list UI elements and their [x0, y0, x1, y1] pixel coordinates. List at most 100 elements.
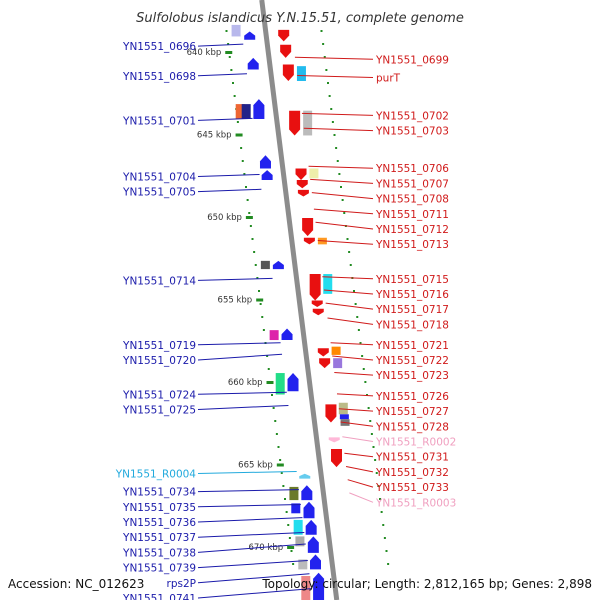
- track-dot-right: [382, 524, 385, 526]
- track-dot-left: [233, 95, 236, 97]
- track-dot-right: [370, 433, 373, 435]
- track-dot-left: [280, 472, 283, 474]
- gene-forward: [253, 99, 265, 119]
- track-dot-right: [356, 316, 359, 318]
- gene-reverse: [309, 274, 321, 301]
- leader-line-left: [197, 277, 273, 281]
- gene-label-left[interactable]: YN1551_0696: [122, 41, 196, 53]
- gene-reverse: [331, 346, 341, 355]
- ruler-tick-label: 650 kbp: [207, 213, 242, 223]
- gene-arrow: [295, 168, 307, 180]
- gene-label-right[interactable]: YN1551_0702: [375, 110, 449, 122]
- gene-label-left[interactable]: YN1551_0737: [122, 532, 196, 544]
- gene-arrow: [309, 554, 321, 570]
- gene-forward: [298, 559, 308, 570]
- leader-line-right: [294, 56, 374, 60]
- gene-label-right[interactable]: YN1551_0699: [375, 54, 449, 66]
- gene-box: [303, 110, 313, 136]
- gene-label-left[interactable]: YN1551_0735: [122, 502, 196, 514]
- gene-label-right[interactable]: YN1551_0706: [375, 163, 449, 175]
- gene-label-left[interactable]: YN1551_0705: [122, 187, 196, 199]
- gene-label-right[interactable]: YN1551_0716: [375, 289, 449, 301]
- gene-label-left[interactable]: YN1551_0738: [122, 547, 196, 559]
- leader-line-right: [308, 165, 374, 169]
- gene-arrow: [325, 404, 337, 423]
- leader-line-right: [334, 371, 374, 376]
- gene-reverse: [333, 358, 343, 369]
- gene-label-left[interactable]: YN1551_0736: [122, 517, 196, 529]
- gene-label-left[interactable]: YN1551_R0004: [115, 468, 197, 480]
- track-dot-right: [335, 147, 338, 149]
- gene-label-right[interactable]: YN1551_R0003: [375, 497, 456, 509]
- gene-label-left[interactable]: YN1551_0714: [122, 275, 196, 287]
- gene-label-right[interactable]: YN1551_0721: [375, 340, 449, 352]
- gene-forward: [281, 328, 293, 341]
- gene-label-right[interactable]: YN1551_0715: [375, 274, 449, 286]
- track-dot-left: [287, 524, 290, 526]
- leader-line-left: [197, 188, 262, 193]
- gene-box: [291, 503, 301, 514]
- gene-label-right[interactable]: YN1551_R0002: [375, 437, 456, 449]
- gene-label-left[interactable]: rps2P: [167, 578, 196, 590]
- gene-label-left[interactable]: YN1551_0724: [122, 389, 196, 401]
- gene-label-right[interactable]: YN1551_0731: [375, 452, 449, 464]
- gene-label-right[interactable]: YN1551_0723: [375, 370, 449, 382]
- leader-line-right: [327, 317, 374, 325]
- track-dot-right: [361, 355, 364, 357]
- leader-line-left: [197, 532, 305, 538]
- gene-box: [295, 536, 305, 547]
- leader-line-right: [344, 452, 374, 458]
- gene-forward: [293, 519, 303, 535]
- leader-line-right: [323, 289, 374, 295]
- gene-label-right[interactable]: YN1551_0707: [375, 178, 449, 190]
- gene-arrow: [305, 519, 317, 535]
- gene-label-left[interactable]: YN1551_0739: [122, 563, 196, 575]
- gene-label-left[interactable]: YN1551_0725: [122, 404, 196, 416]
- gene-forward: [241, 104, 251, 119]
- gene-label-right[interactable]: YN1551_0733: [375, 482, 449, 494]
- gene-forward: [244, 31, 256, 40]
- gene-arrow: [309, 274, 321, 301]
- gene-label-left[interactable]: YN1551_0720: [122, 355, 196, 367]
- gene-label-right[interactable]: YN1551_0732: [375, 467, 449, 479]
- track-dot-left: [241, 160, 244, 162]
- gene-label-left[interactable]: YN1551_0734: [122, 487, 196, 499]
- track-dot-left: [259, 303, 262, 305]
- gene-label-right[interactable]: YN1551_0722: [375, 355, 449, 367]
- genome-backbone: [259, 0, 340, 600]
- gene-label-right[interactable]: YN1551_0726: [375, 391, 449, 403]
- gene-label-right[interactable]: YN1551_0703: [375, 126, 449, 138]
- gene-label-right[interactable]: YN1551_0728: [375, 421, 449, 433]
- track-dot-left: [258, 290, 260, 292]
- gene-label-left[interactable]: YN1551_0704: [122, 171, 196, 183]
- gene-label-right[interactable]: purT: [376, 72, 401, 84]
- gene-label-right[interactable]: YN1551_0713: [375, 239, 449, 251]
- gene-label-left[interactable]: YN1551_0698: [122, 71, 196, 83]
- gene-label-left[interactable]: YN1551_0719: [122, 340, 196, 352]
- gene-forward: [235, 104, 245, 119]
- leader-line-left: [197, 588, 312, 599]
- map-title: Sulfolobus islandicus Y.N.15.51, complet…: [136, 11, 464, 26]
- gene-label-right[interactable]: YN1551_0708: [375, 194, 449, 206]
- gene-label-right[interactable]: YN1551_0712: [375, 224, 449, 236]
- leader-line-right: [313, 208, 374, 215]
- gene-reverse: [303, 237, 315, 245]
- gene-reverse: [328, 437, 340, 443]
- gene-forward: [309, 554, 321, 570]
- map-background: [221, 0, 392, 600]
- leader-line-left: [197, 43, 244, 47]
- gene-label-left[interactable]: YN1551_0741: [122, 593, 196, 600]
- track-dot-right: [328, 95, 331, 97]
- gene-label-right[interactable]: YN1551_0717: [375, 304, 449, 316]
- gene-arrow: [244, 31, 256, 40]
- gene-forward: [247, 57, 259, 70]
- gene-label-right[interactable]: YN1551_0718: [375, 319, 449, 331]
- gene-label-left[interactable]: YN1551_0701: [122, 115, 196, 127]
- gene-features: [231, 24, 350, 600]
- track-dot-right: [353, 290, 355, 292]
- gene-box: [241, 104, 251, 119]
- gene-label-right[interactable]: YN1551_0711: [375, 209, 449, 221]
- gene-label-right[interactable]: YN1551_0727: [375, 406, 449, 418]
- track-dot-right: [327, 82, 329, 84]
